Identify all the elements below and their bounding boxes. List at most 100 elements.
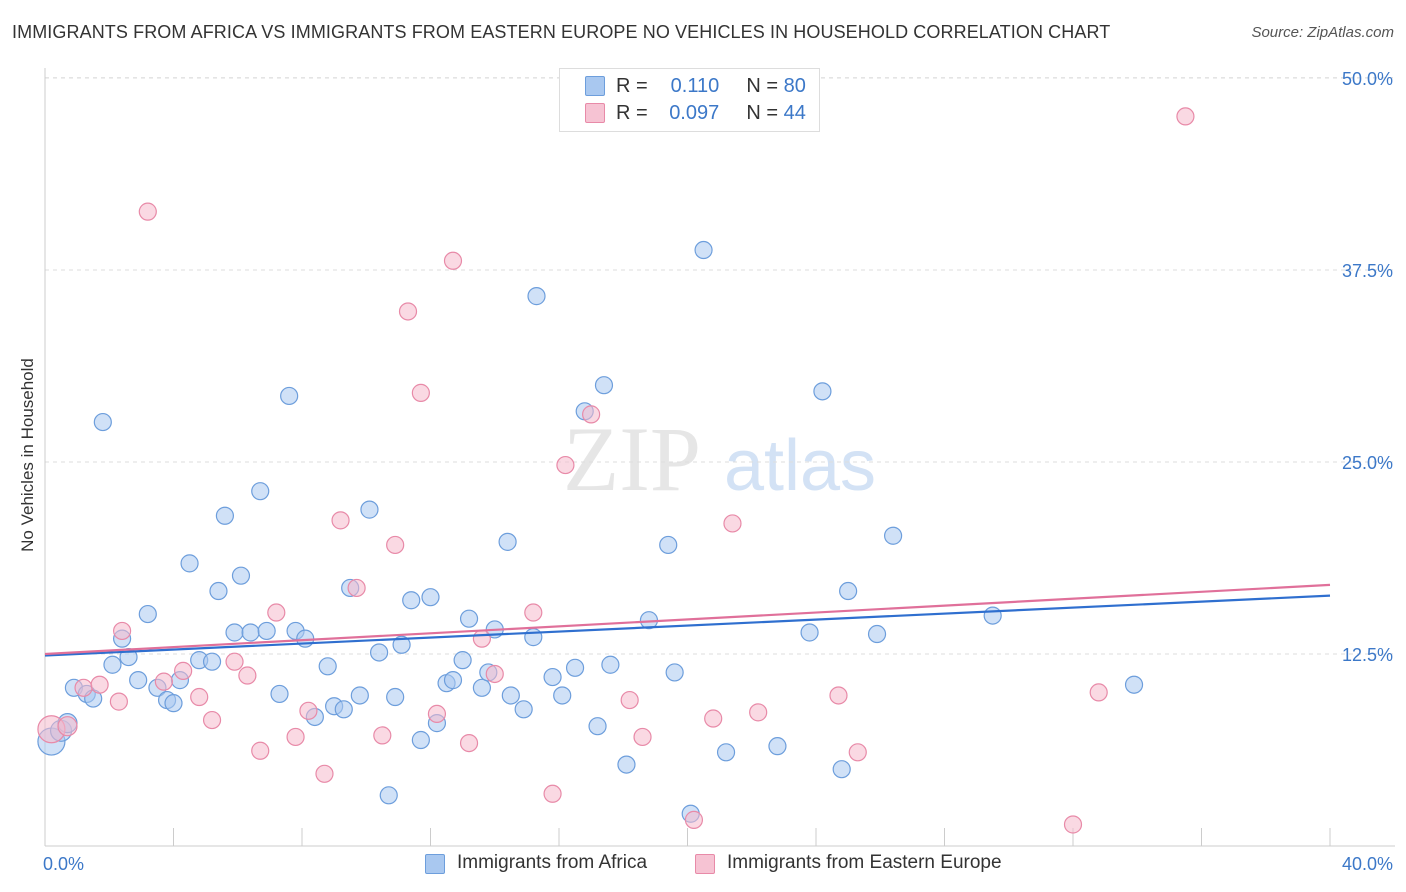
bottom-legend-label-africa: Immigrants from Africa xyxy=(457,852,648,873)
eastern-europe-point xyxy=(74,678,93,697)
eastern-europe-point xyxy=(202,710,222,730)
trend-lines xyxy=(44,583,1331,657)
africa-point xyxy=(379,786,398,805)
africa-point xyxy=(411,730,430,750)
eastern-europe-point xyxy=(109,692,128,711)
africa-point xyxy=(209,581,228,601)
africa-point xyxy=(392,635,411,654)
africa-point xyxy=(180,554,199,573)
africa-point xyxy=(334,700,353,719)
eastern-europe-point xyxy=(472,629,491,648)
tick-labels: 12.5% 25.0% 37.5% 50.0% 0.0% 40.0% xyxy=(43,69,1393,874)
legend-n-value-africa: 80 xyxy=(783,74,806,97)
eastern-europe-point xyxy=(386,535,405,555)
bottom-legend-swatch-pink xyxy=(695,854,715,874)
africa-point xyxy=(386,687,405,707)
eastern-europe-point xyxy=(331,511,350,530)
eastern-europe-point xyxy=(112,621,132,641)
africa-point xyxy=(553,686,572,705)
eastern-europe-point xyxy=(238,666,257,685)
africa-point xyxy=(280,386,299,406)
chart-title: IMMIGRANTS FROM AFRICA VS IMMIGRANTS FRO… xyxy=(12,22,1111,42)
africa-point xyxy=(453,651,472,670)
eastern-europe-point xyxy=(315,764,334,783)
africa-point xyxy=(443,671,463,690)
africa-point xyxy=(164,694,183,713)
africa-point xyxy=(350,686,369,705)
africa-point xyxy=(472,678,491,697)
africa-point xyxy=(138,604,157,624)
bottom-legend-label-eastern-europe: Immigrants from Eastern Europe xyxy=(727,852,1002,873)
africa-point xyxy=(421,588,440,607)
africa-point xyxy=(251,482,270,501)
eastern-europe-point xyxy=(267,603,286,622)
x-tick-label-min: 0.0% xyxy=(43,854,84,874)
gridlines xyxy=(45,77,1395,655)
legend-r-label: R = xyxy=(616,101,648,124)
eastern-europe-point xyxy=(485,664,504,684)
correlation-legend: R = 0.110 N = 80 R = 0.097 N = 44 xyxy=(559,68,820,132)
africa-point xyxy=(370,643,389,662)
legend-n-label: N = xyxy=(746,101,779,124)
eastern-europe-point xyxy=(347,578,366,598)
axes xyxy=(44,68,1395,847)
source-label: Source: ZipAtlas.com xyxy=(1251,24,1394,41)
africa-point xyxy=(241,623,260,642)
eastern-europe-point xyxy=(299,701,318,720)
africa-trend-line xyxy=(44,594,1331,657)
africa-point xyxy=(983,606,1002,625)
africa-point xyxy=(883,526,903,545)
africa-point xyxy=(103,655,122,674)
africa-point xyxy=(360,500,379,519)
x-tick-label-max: 40.0% xyxy=(1342,854,1393,874)
africa-point xyxy=(257,621,276,641)
eastern-europe-point xyxy=(620,690,639,710)
africa-point xyxy=(565,658,585,677)
eastern-europe-point xyxy=(1176,107,1195,126)
eastern-europe-point xyxy=(427,704,447,724)
africa-point xyxy=(832,760,851,779)
eastern-europe-point xyxy=(411,383,430,402)
africa-point xyxy=(231,566,251,585)
africa-point xyxy=(1124,675,1144,694)
y-tick-label: 25.0% xyxy=(1342,453,1393,473)
africa-point xyxy=(402,591,421,610)
eastern-europe-point xyxy=(1089,683,1108,702)
eastern-europe-point xyxy=(443,251,463,270)
watermark-atlas: atlas xyxy=(724,426,876,506)
africa-point xyxy=(93,412,112,432)
eastern-europe-point xyxy=(90,675,109,694)
eastern-europe-point xyxy=(459,733,479,753)
africa-point xyxy=(594,376,614,395)
eastern-europe-point xyxy=(582,405,601,424)
africa-point xyxy=(601,655,620,674)
africa-point xyxy=(524,628,543,647)
africa-point xyxy=(813,382,832,401)
y-tick-label: 12.5% xyxy=(1342,645,1393,665)
legend-r-value-africa: 0.110 xyxy=(670,74,720,97)
eastern-europe-point xyxy=(829,686,848,705)
eastern-europe-point xyxy=(1063,815,1083,834)
africa-point xyxy=(617,755,636,774)
legend-n-value-eastern-europe: 44 xyxy=(783,101,806,124)
eastern-europe-point xyxy=(543,784,562,803)
eastern-europe-trend-line xyxy=(44,583,1331,656)
eastern-europe-point xyxy=(190,687,209,707)
y-tick-label: 37.5% xyxy=(1342,261,1393,281)
eastern-europe-point xyxy=(848,743,867,762)
africa-point xyxy=(543,667,562,687)
eastern-europe-point xyxy=(723,514,742,533)
africa-point xyxy=(215,506,234,525)
legend-r-label: R = xyxy=(616,74,648,97)
eastern-europe-point xyxy=(684,810,704,829)
eastern-europe-point xyxy=(398,302,418,321)
eastern-europe-point xyxy=(225,652,244,671)
data-points xyxy=(37,107,1195,834)
eastern-europe-point xyxy=(57,716,78,737)
eastern-europe-point xyxy=(556,455,575,475)
eastern-europe-point xyxy=(174,661,193,680)
africa-point xyxy=(514,700,533,719)
eastern-europe-point xyxy=(704,709,723,728)
eastern-europe-point xyxy=(138,202,157,221)
